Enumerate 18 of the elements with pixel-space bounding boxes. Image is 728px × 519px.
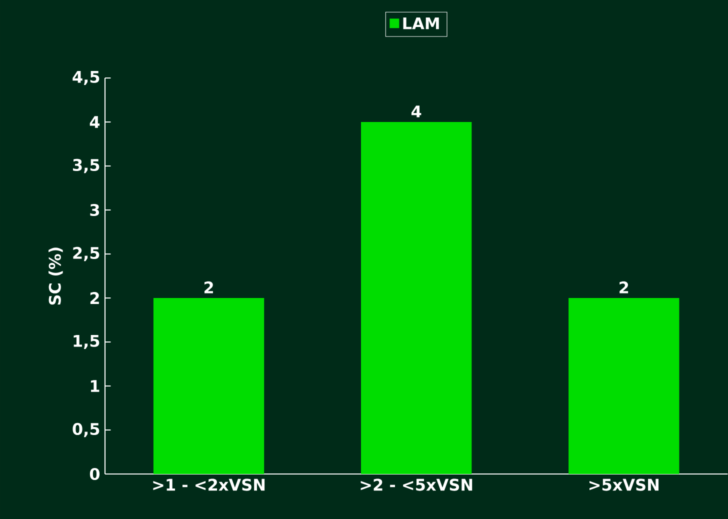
data-label: 2 [204,281,213,294]
y-tick-label: 1 [90,380,100,392]
data-label: 2 [620,281,628,294]
x-tick-label: >5xVSN [590,478,658,491]
y-tick-label: 3 [90,204,100,216]
y-tick-label: 4,5 [72,71,100,85]
y-tick-label: 0,5 [72,422,100,438]
y-tick-label: 2 [90,292,99,304]
y-axis-title: SC (%) [48,248,63,305]
legend-label: LAM [403,17,439,30]
x-tick-label: >2 - <5xVSN [360,478,472,491]
y-tick-label: 0 [90,468,100,480]
y-tick-label: 3,5 [73,158,100,174]
x-tick-label: >1 - <2xVSN [153,478,265,491]
y-tick-label: 2,5 [73,246,100,262]
data-label: 4 [411,106,422,118]
y-tick-label: 1,5 [74,335,100,349]
y-tick-label: 4 [90,116,100,128]
